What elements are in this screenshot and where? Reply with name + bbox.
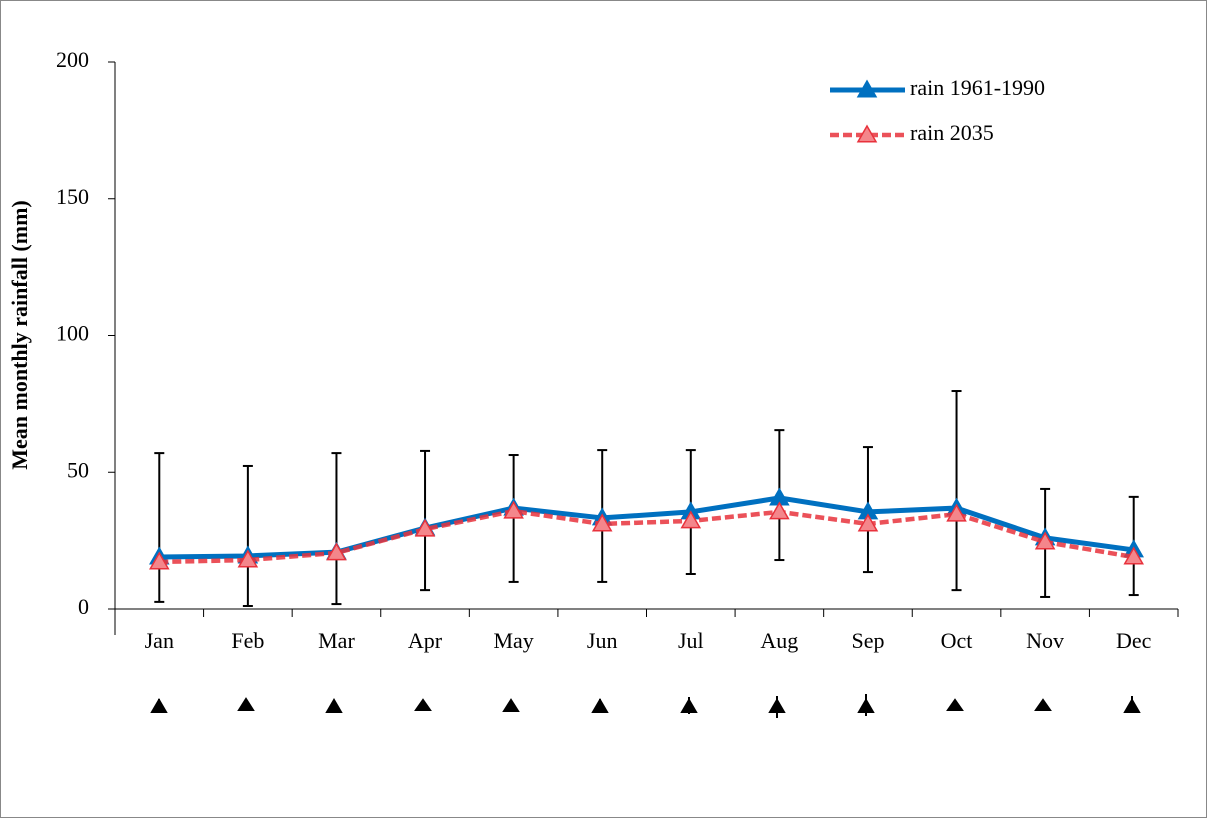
- legend-label: rain 1961-1990: [910, 75, 1045, 100]
- marker: [326, 542, 347, 561]
- x-tick-label: Jun: [587, 628, 618, 653]
- y-tick-label: 50: [67, 457, 89, 482]
- x-tick-label: Mar: [318, 628, 355, 653]
- x-tick-label: May: [493, 628, 533, 653]
- legend-marker: [856, 124, 878, 143]
- bottom-marker: [414, 698, 432, 711]
- bottom-marker: [680, 697, 698, 714]
- error-bar: [951, 390, 962, 592]
- marker: [1123, 546, 1145, 565]
- bottom-marker: [325, 698, 343, 713]
- x-tick-label: Oct: [941, 628, 973, 653]
- marker: [148, 551, 170, 570]
- bottom-marker: [237, 697, 255, 711]
- y-axis-label: Mean monthly rainfall (mm): [7, 200, 32, 469]
- x-tick-label: Jul: [678, 628, 704, 653]
- y-tick-label: 100: [56, 321, 89, 346]
- marker: [946, 503, 967, 522]
- marker: [769, 501, 790, 520]
- x-tick-label: Aug: [760, 628, 798, 653]
- bottom-marker: [502, 698, 520, 712]
- bottom-marker: [150, 698, 168, 713]
- marker: [591, 513, 613, 532]
- x-tick-label: Jan: [145, 628, 174, 653]
- bottom-marker: [946, 698, 964, 711]
- bottom-marker: [1123, 696, 1141, 713]
- series-line: [159, 508, 1135, 565]
- legend-marker: [856, 79, 878, 98]
- x-tick-label: Dec: [1116, 628, 1152, 653]
- marker: [1034, 531, 1056, 550]
- error-bar: [154, 452, 165, 603]
- marker: [237, 549, 259, 568]
- marker: [503, 500, 524, 519]
- bottom-marker: [857, 694, 875, 716]
- y-tick-label: 150: [56, 184, 89, 209]
- bottom-marker: [768, 696, 786, 718]
- bottom-marker: [591, 698, 609, 713]
- y-tick-label: 0: [78, 594, 89, 619]
- legend-label: rain 2035: [910, 120, 994, 145]
- y-tick-label: 200: [56, 47, 89, 72]
- bottom-marker: [1034, 698, 1052, 711]
- marker: [857, 513, 879, 532]
- bottom-markers: [150, 694, 1141, 718]
- marker: [680, 510, 702, 529]
- x-tick-label: Apr: [408, 628, 443, 653]
- x-tick-label: Nov: [1026, 628, 1064, 653]
- x-tick-label: Sep: [851, 628, 884, 653]
- error-bar: [242, 464, 253, 607]
- marker: [414, 518, 436, 537]
- x-tick-label: Feb: [231, 628, 264, 653]
- error-bar: [331, 452, 342, 606]
